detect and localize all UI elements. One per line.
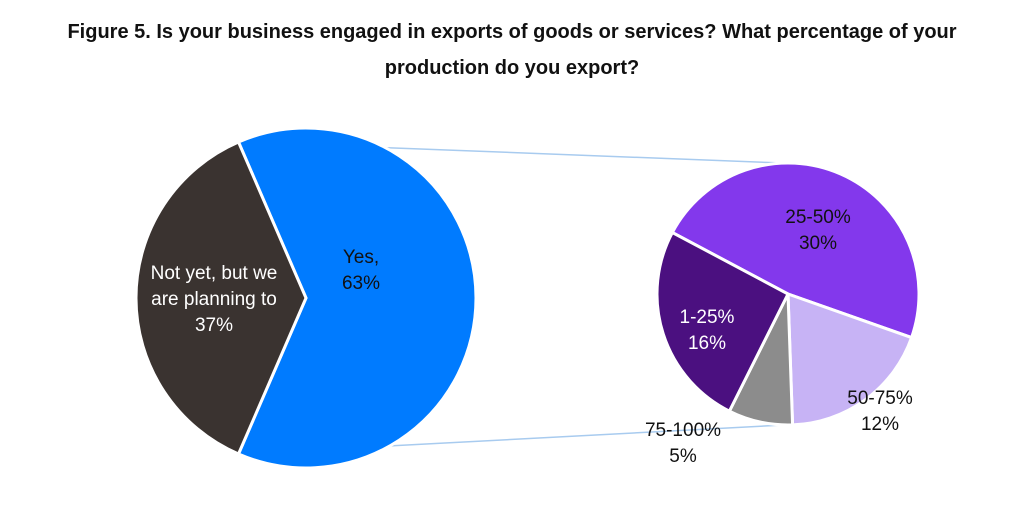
- slice-labels: Yes, 63% Not yet, but we are planning to 37%…: [151, 207, 913, 467]
- sub-slice-25-50: [670, 161, 921, 340]
- label-not-yet-line: are planning to: [151, 289, 277, 310]
- label-not-yet-line: Not yet, but we: [151, 263, 278, 284]
- chart-title: Figure 5. Is your business engaged in ex…: [0, 14, 1024, 86]
- title-line-1: Figure 5. Is your business engaged in ex…: [67, 21, 957, 43]
- label-1-25-line: 1-25%: [680, 307, 735, 328]
- main-pie: [134, 126, 478, 470]
- label-25-50-line: 30%: [799, 233, 837, 254]
- label-50-75: 50-75% 12%: [847, 388, 913, 435]
- label-75-100-line: 75-100%: [645, 420, 721, 441]
- label-1-25-line: 16%: [688, 333, 726, 354]
- label-75-100-line: 5%: [669, 446, 697, 467]
- label-50-75-line: 12%: [861, 414, 899, 435]
- label-not-yet: Not yet, but we are planning to 37%: [151, 263, 278, 336]
- label-75-100: 75-100% 5%: [645, 420, 721, 467]
- title-line-2: production do you export?: [384, 57, 640, 79]
- label-1-25: 1-25% 16%: [680, 307, 735, 354]
- label-25-50-line: 25-50%: [785, 207, 851, 228]
- label-yes: Yes, 63%: [342, 247, 380, 294]
- label-yes-line: 63%: [342, 273, 380, 294]
- sub-slice-1-25: [655, 230, 790, 414]
- label-not-yet-line: 37%: [195, 315, 233, 336]
- label-50-75-line: 50-75%: [847, 388, 913, 409]
- main-slice-yes: [236, 126, 478, 470]
- label-25-50: 25-50% 30%: [785, 207, 851, 254]
- sub-pie: [655, 161, 921, 427]
- main-slice-not-yet-but-we-are-planning-to: [134, 140, 308, 456]
- label-yes-line: Yes,: [343, 247, 379, 268]
- sub-slice-50-75: [786, 291, 914, 427]
